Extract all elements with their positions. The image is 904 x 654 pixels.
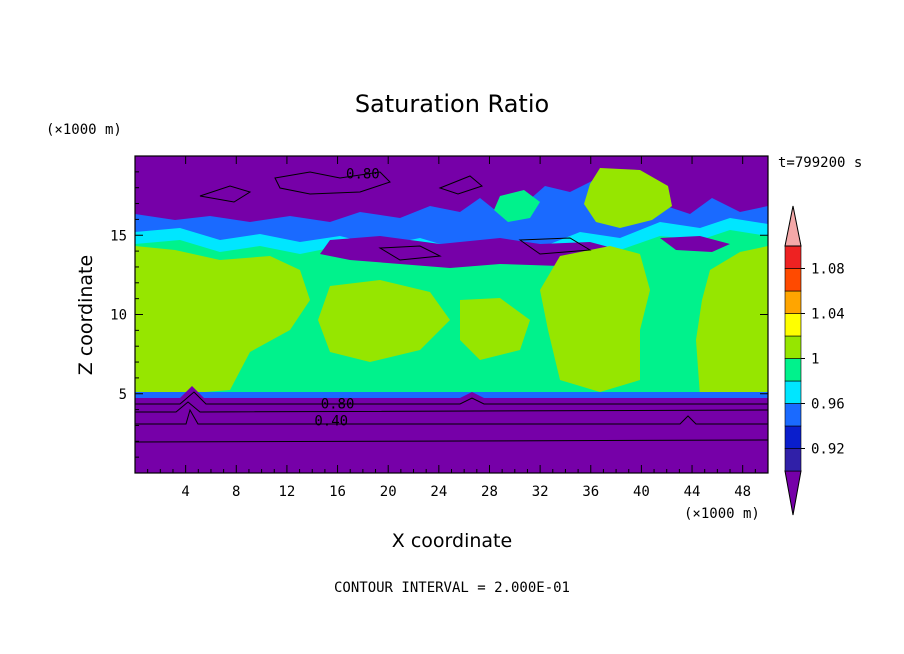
contour-0.80-lower <box>135 391 768 405</box>
upper-moist-patch <box>584 168 672 228</box>
moist-region-mid <box>460 298 530 360</box>
colorbar-segment <box>784 335 802 359</box>
dry-layer-15km <box>320 236 620 268</box>
upper-dry-region <box>135 156 768 222</box>
colorbar-segment <box>784 313 802 337</box>
contour-label: 0.80 <box>321 396 355 412</box>
colorbar-segment <box>784 403 802 427</box>
x-unit-label: (×1000 m) <box>684 506 760 522</box>
contour-lower-4 <box>135 439 768 443</box>
x-tick-label: 44 <box>684 484 701 500</box>
x-tick-label: 36 <box>582 484 599 500</box>
colorbar-upper-extension <box>784 205 802 247</box>
colorbar-label: 1.08 <box>811 262 845 278</box>
x-tick-label: 48 <box>734 484 751 500</box>
contour-label: 0.40 <box>314 414 348 430</box>
y-tick-label: 5 <box>119 387 127 403</box>
x-tick-label: 20 <box>380 484 397 500</box>
y-axis-ticks: 5 10 15 <box>110 171 768 458</box>
contour-dry-layer-b <box>518 237 592 255</box>
x-tick-label: 28 <box>481 484 498 500</box>
lower-dry-region <box>135 386 768 473</box>
x-tick-label: 12 <box>278 484 295 500</box>
colorbar-segment <box>784 380 802 404</box>
colorbar: 1.08 1.04 1 0.96 0.92 <box>784 205 845 516</box>
colorbar-label: 1.04 <box>811 307 845 323</box>
contour-interval-footer: CONTOUR INTERVAL = 2.000E-01 <box>334 580 570 596</box>
colorbar-label: 1 <box>811 352 819 368</box>
contour-lines <box>135 171 768 443</box>
upper-cloud-patch <box>494 190 540 222</box>
contour-0.80-upper-c <box>438 175 484 195</box>
plot-area <box>135 156 768 473</box>
colorbar-segment <box>784 358 802 382</box>
moist-region-right <box>540 246 650 392</box>
colorbar-label: 0.96 <box>811 397 845 413</box>
x-tick-label: 4 <box>181 484 189 500</box>
moist-region-center <box>318 280 450 362</box>
time-label: t=799200 s <box>778 155 862 171</box>
contour-0.80-upper-b <box>199 185 252 203</box>
x-tick-label: 16 <box>329 484 346 500</box>
x-tick-label: 40 <box>633 484 650 500</box>
y-unit-label: (×1000 m) <box>46 122 122 138</box>
colorbar-segment <box>784 245 802 269</box>
contour-0.40 <box>135 408 768 425</box>
moist-region-left <box>135 246 310 394</box>
colorbar-label: 0.92 <box>811 442 845 458</box>
moist-region-far-right <box>696 246 768 396</box>
x-tick-label: 24 <box>430 484 447 500</box>
contour-label-layer: 0.80 0.80 0.40 <box>314 166 379 429</box>
colorbar-segment <box>784 290 802 314</box>
contour-dry-layer <box>378 245 442 261</box>
y-tick-label: 10 <box>110 308 127 324</box>
x-axis-label: X coordinate <box>392 530 512 552</box>
chart-title: Saturation Ratio <box>355 90 549 118</box>
colorbar-segment <box>784 425 802 449</box>
y-tick-label: 15 <box>110 228 127 244</box>
colorbar-lower-extension <box>784 470 802 516</box>
contour-label: 0.80 <box>346 166 380 182</box>
x-tick-label: 32 <box>532 484 549 500</box>
contour-0.80-upper <box>274 171 391 195</box>
y-axis-label: Z coordinate <box>75 255 97 375</box>
colorbar-segment <box>784 268 802 292</box>
x-tick-label: 8 <box>232 484 240 500</box>
colorbar-segment <box>784 448 802 472</box>
contour-lower-2 <box>135 401 768 413</box>
x-axis-ticks: 4 8 12 16 20 24 28 32 36 40 44 48 <box>147 156 756 500</box>
dry-patch-right <box>660 236 730 252</box>
